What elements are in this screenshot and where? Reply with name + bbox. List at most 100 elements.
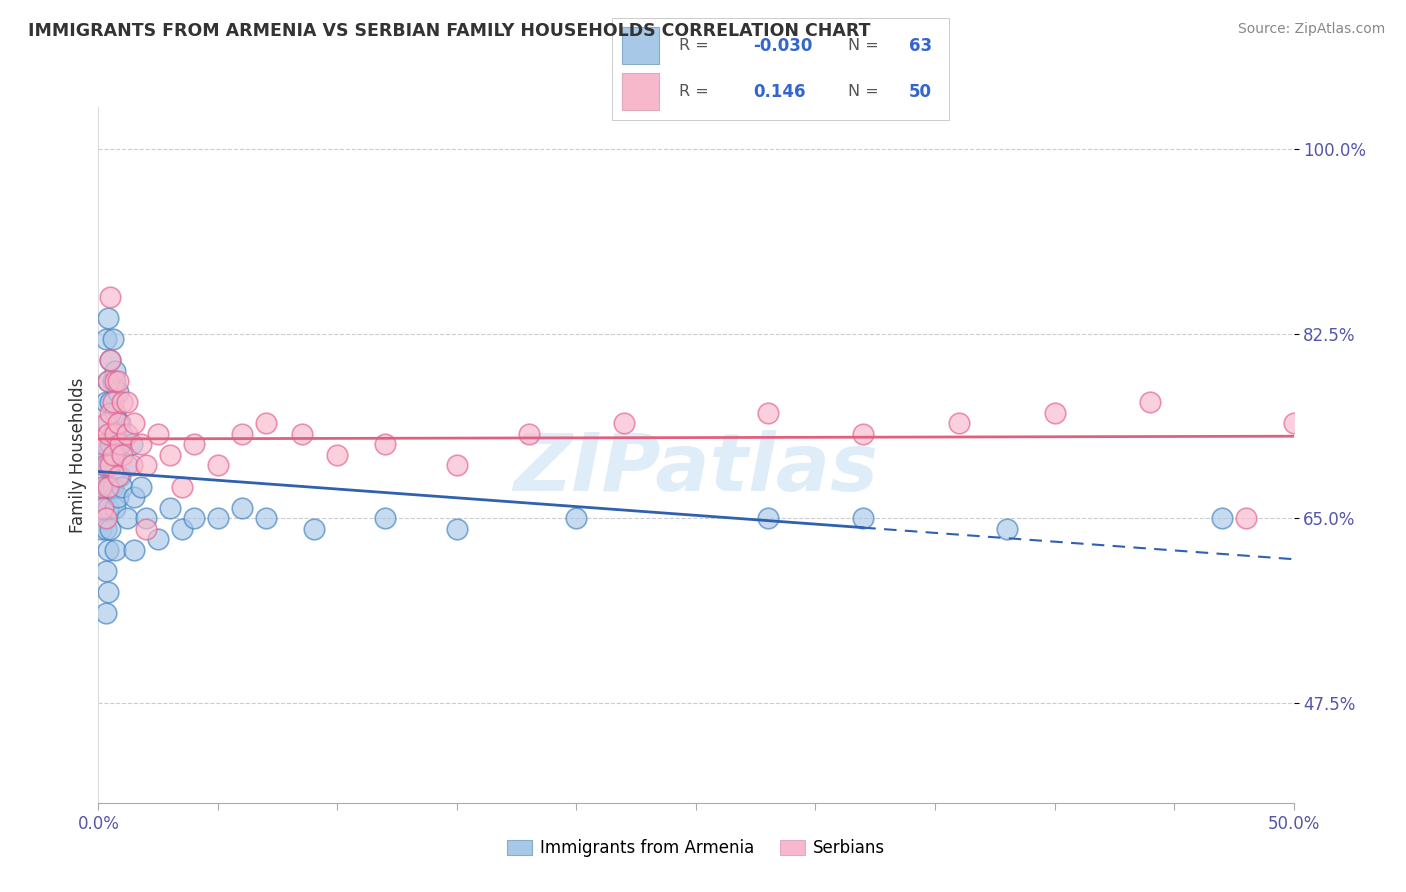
Point: [159, 500, 181, 515]
Point: [131, 479, 153, 493]
Point: [94, 332, 117, 346]
Point: [124, 417, 146, 431]
Point: [104, 426, 127, 441]
Point: [104, 406, 127, 420]
Point: [91, 500, 114, 515]
Point: [98, 353, 122, 368]
FancyBboxPatch shape: [621, 73, 659, 110]
Point: [565, 511, 588, 525]
Point: [101, 426, 124, 441]
Point: [104, 363, 127, 377]
Point: [91, 458, 114, 473]
Text: 63: 63: [908, 37, 932, 54]
Point: [115, 395, 138, 409]
Point: [326, 448, 349, 462]
Point: [121, 437, 143, 451]
Point: [97, 458, 120, 473]
Point: [231, 500, 253, 515]
Point: [302, 522, 325, 536]
Point: [852, 426, 875, 441]
Point: [98, 395, 122, 409]
Point: [94, 458, 117, 473]
Point: [135, 458, 157, 473]
Point: [104, 374, 127, 388]
Legend: Immigrants from Armenia, Serbians: Immigrants from Armenia, Serbians: [501, 833, 891, 864]
Point: [446, 522, 468, 536]
Point: [101, 448, 124, 462]
Point: [995, 522, 1018, 536]
Point: [94, 511, 117, 525]
Point: [172, 522, 194, 536]
Point: [98, 353, 122, 368]
Point: [107, 490, 129, 504]
Point: [374, 511, 396, 525]
Point: [756, 511, 779, 525]
Point: [97, 426, 120, 441]
Point: [98, 290, 122, 304]
Y-axis label: Family Households: Family Households: [69, 377, 87, 533]
Point: [517, 426, 540, 441]
Point: [98, 458, 122, 473]
Point: [172, 479, 194, 493]
Point: [111, 395, 134, 409]
Point: [94, 522, 117, 536]
Point: [124, 490, 146, 504]
Point: [97, 374, 120, 388]
Point: [107, 374, 129, 388]
Point: [98, 406, 122, 420]
Point: [107, 437, 129, 451]
Point: [94, 437, 117, 451]
Point: [131, 437, 153, 451]
Text: Source: ZipAtlas.com: Source: ZipAtlas.com: [1237, 22, 1385, 37]
Point: [115, 426, 138, 441]
Point: [111, 426, 134, 441]
Point: [124, 542, 146, 557]
Text: N =: N =: [848, 38, 879, 53]
Point: [1282, 417, 1305, 431]
Point: [148, 533, 170, 547]
Point: [183, 511, 205, 525]
Text: 50: 50: [908, 83, 932, 101]
Point: [290, 426, 312, 441]
Point: [90, 522, 112, 536]
Point: [107, 384, 129, 399]
Point: [115, 511, 138, 525]
Point: [104, 542, 127, 557]
Point: [121, 458, 143, 473]
Point: [101, 374, 124, 388]
Text: R =: R =: [679, 84, 709, 99]
Point: [94, 479, 117, 493]
Point: [104, 448, 127, 462]
Point: [207, 511, 229, 525]
Text: N =: N =: [848, 84, 879, 99]
Point: [1043, 406, 1066, 420]
Point: [613, 417, 636, 431]
Point: [207, 458, 229, 473]
Point: [94, 606, 117, 620]
Point: [91, 500, 114, 515]
Text: ZIPatlas: ZIPatlas: [513, 430, 879, 508]
Point: [1139, 395, 1161, 409]
Point: [374, 437, 396, 451]
Point: [446, 458, 468, 473]
Point: [94, 564, 117, 578]
Point: [148, 426, 170, 441]
Point: [91, 479, 114, 493]
Point: [948, 417, 970, 431]
Point: [91, 448, 114, 462]
Point: [231, 426, 253, 441]
Point: [90, 479, 112, 493]
Text: -0.030: -0.030: [754, 37, 813, 54]
Point: [101, 479, 124, 493]
Point: [104, 500, 127, 515]
Point: [97, 310, 120, 325]
Point: [97, 374, 120, 388]
Point: [97, 417, 120, 431]
Point: [111, 448, 134, 462]
Point: [101, 332, 124, 346]
Point: [98, 437, 122, 451]
Point: [108, 417, 131, 431]
Point: [108, 437, 131, 451]
Point: [97, 585, 120, 599]
Point: [1234, 511, 1257, 525]
